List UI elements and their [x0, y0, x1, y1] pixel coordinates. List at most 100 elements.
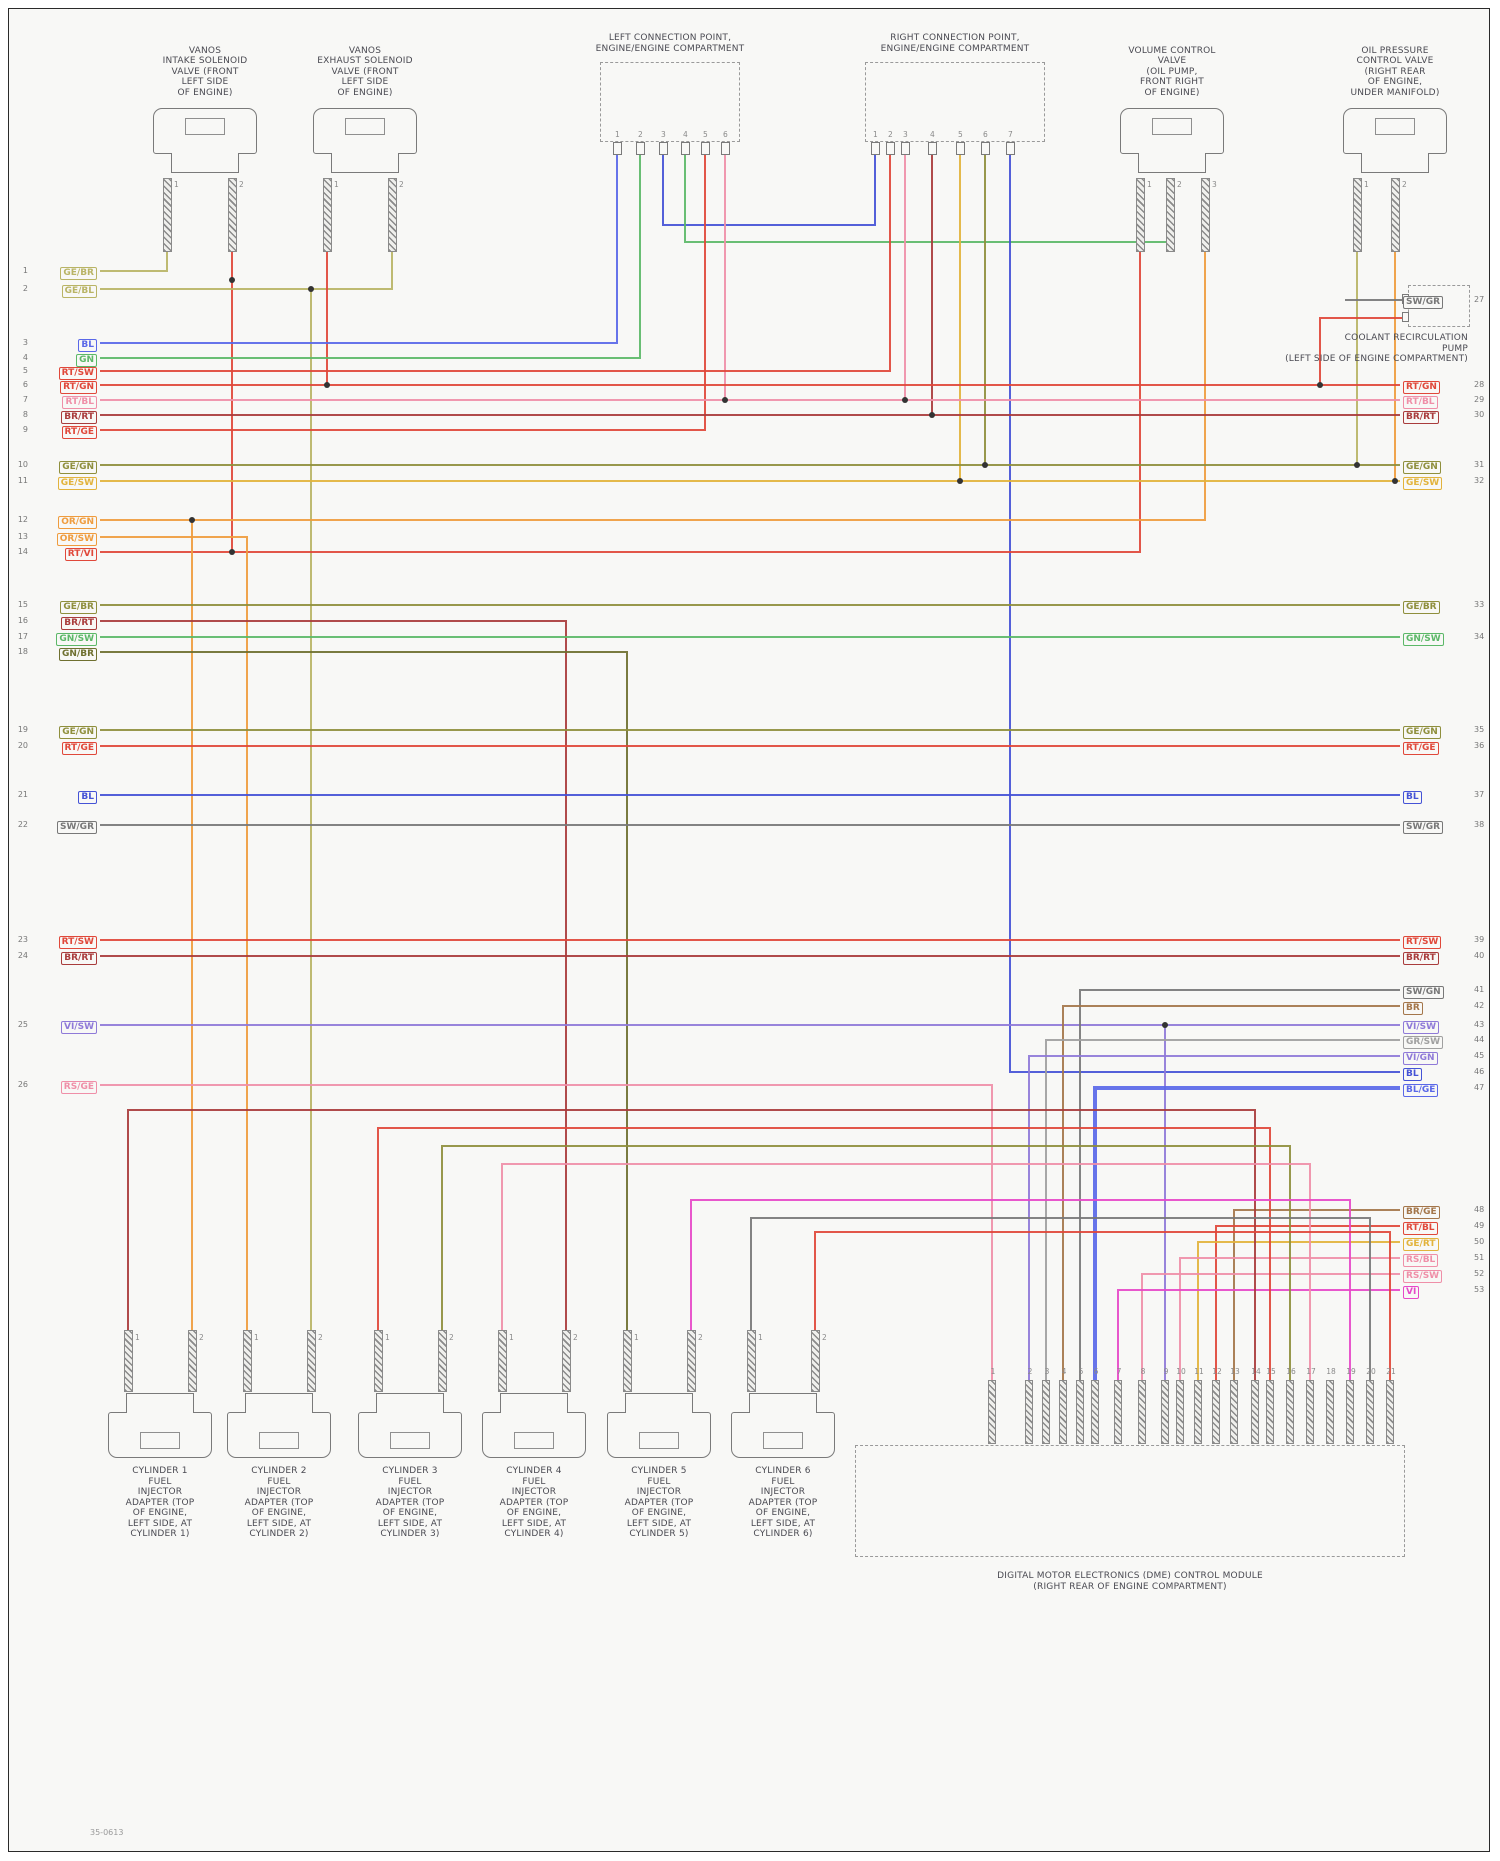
junction-box-label: LEFT CONNECTION POINT, ENGINE/ENGINE COM… [595, 33, 745, 54]
wire-code: BR [1403, 1002, 1423, 1015]
wire-blue [1093, 1086, 1400, 1380]
junction-box-pin [886, 142, 895, 155]
edge-pin-number: 32 [1474, 476, 1485, 485]
pin-number: 2 [698, 1333, 703, 1342]
pin-number: 1 [634, 1333, 639, 1342]
wire-code-label: RT/VI [28, 545, 97, 561]
pin-number: 5 [703, 130, 708, 139]
wire-green [100, 155, 641, 359]
wire-red [100, 155, 706, 431]
edge-pin-number: 51 [1474, 1253, 1485, 1262]
dme-pin [1076, 1380, 1084, 1444]
dme-pin [1266, 1380, 1274, 1444]
wire-darkred [100, 620, 567, 1330]
wire-blue [100, 155, 618, 344]
connector-pin [322, 178, 332, 252]
pin-number: 1 [615, 130, 620, 139]
wire-brown [1233, 1209, 1400, 1380]
pin-number: 14 [1251, 1367, 1261, 1376]
edge-pin-number: 41 [1474, 985, 1485, 994]
component-label: VOLUME CONTROL VALVE (OIL PUMP, FRONT RI… [1128, 45, 1216, 98]
pin-number: 20 [1366, 1367, 1376, 1376]
pin-number: 4 [930, 130, 935, 139]
wire-code-label: GN/BR [28, 645, 97, 661]
dme-pin [1114, 1380, 1122, 1444]
connector-pin [162, 178, 172, 252]
connector-pin [686, 1330, 696, 1392]
pin-number: 7 [1008, 130, 1013, 139]
edge-pin-number: 47 [1474, 1083, 1485, 1092]
edge-pin-number: 15 [17, 600, 28, 609]
pin-number: 2 [449, 1333, 454, 1342]
wire-code: GE/GN [59, 461, 97, 474]
junction-box-pin [981, 142, 990, 155]
wire-red [377, 1127, 1271, 1380]
edge-pin-number: 39 [1474, 935, 1485, 944]
dme-module-box [855, 1445, 1405, 1557]
wire-code: BR/RT [61, 952, 97, 965]
wire-code: BL/GE [1403, 1084, 1439, 1097]
edge-pin-number: 5 [22, 366, 28, 375]
dme-pin [1194, 1380, 1202, 1444]
injector-connector [227, 1393, 331, 1458]
edge-pin-number: 53 [1474, 1285, 1485, 1294]
wire-code-label: RT/BL [1403, 1219, 1473, 1235]
wire-code: VI/GN [1403, 1052, 1438, 1065]
junction-box-pin [681, 142, 690, 155]
pin-number: 2 [1402, 180, 1407, 189]
pin-number: 2 [888, 130, 893, 139]
wire-darkred [127, 1109, 1256, 1380]
wire-code: SW/GR [56, 821, 97, 834]
wire-code: BL [78, 791, 97, 804]
edge-pin-number: 27 [1474, 295, 1485, 304]
wire-orange [100, 536, 248, 1330]
wire-code: GN/BR [59, 648, 97, 661]
wire-code-label: GE/GN [28, 458, 97, 474]
dme-pin [1346, 1380, 1354, 1444]
edge-pin-number: 1 [22, 266, 28, 275]
wire-code: RT/GE [61, 742, 97, 755]
junction-box [600, 62, 740, 142]
wire-code-label: GE/BR [28, 264, 97, 280]
injector-connector [482, 1393, 586, 1458]
edge-pin-number: 36 [1474, 741, 1485, 750]
edge-pin-number: 35 [1474, 725, 1485, 734]
page-border [8, 8, 1490, 1852]
connector-pin [242, 1330, 252, 1392]
edge-pin-number: 13 [17, 532, 28, 541]
wire-gray [1045, 1039, 1400, 1380]
wire-code: RT/BL [62, 396, 97, 409]
edge-pin-number: 46 [1474, 1067, 1485, 1076]
dme-pin [1059, 1380, 1067, 1444]
edge-pin-number: 23 [17, 935, 28, 944]
pin-number: 3 [1044, 1367, 1050, 1376]
wire-code-label: OR/SW [28, 530, 97, 546]
wire-code-label: RT/GN [28, 378, 97, 394]
dme-pin [1251, 1380, 1259, 1444]
wire-code: GE/BR [60, 601, 97, 614]
pin-number: 21 [1386, 1367, 1396, 1376]
wire-code: BL [78, 339, 97, 352]
edge-pin-number: 26 [17, 1080, 28, 1089]
wire-darkolive [100, 651, 628, 1330]
wire-code-label: RT/SW [28, 364, 97, 380]
junction-dot [982, 462, 988, 468]
dme-label: DIGITAL MOTOR ELECTRONICS (DME) CONTROL … [997, 1571, 1263, 1592]
edge-pin-number: 29 [1474, 395, 1485, 404]
wire-code-label: BL [28, 336, 97, 352]
edge-pin-number: 24 [17, 951, 28, 960]
pin-number: 6 [1093, 1367, 1099, 1376]
edge-pin-number: 38 [1474, 820, 1485, 829]
connector-pin [123, 1330, 133, 1392]
junction-dot [722, 397, 728, 403]
dme-pin [1366, 1380, 1374, 1444]
edge-pin-number: 2 [22, 284, 28, 293]
wire-code-label: RT/GE [1403, 739, 1473, 755]
edge-pin-number: 4 [22, 353, 28, 362]
wire-code-label: GE/GN [28, 723, 97, 739]
pin-number: 3 [903, 130, 908, 139]
wire-code: RT/SW [1403, 936, 1442, 949]
pin-number: 19 [1346, 1367, 1356, 1376]
pump-pin [1402, 312, 1409, 322]
wire-code-label: BR/RT [28, 408, 97, 424]
